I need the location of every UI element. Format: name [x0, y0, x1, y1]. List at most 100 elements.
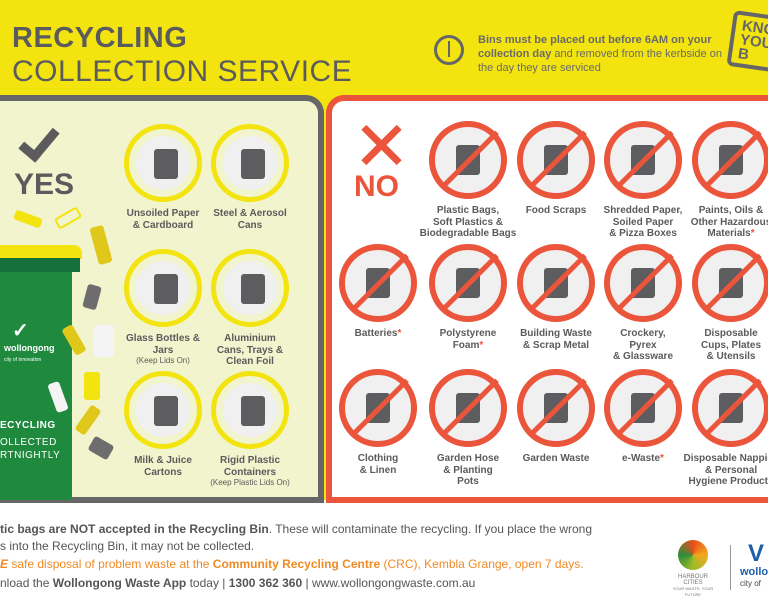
recyclable-item-circle	[124, 371, 202, 449]
not-accepted-item: Garden Waste	[501, 369, 611, 465]
website-link[interactable]: | www.wollongongwaste.com.au	[302, 576, 476, 590]
prohibited-slash-icon	[703, 253, 762, 313]
label-text: Unsoiled Paper & Cardboard	[126, 208, 200, 231]
not-accepted-item-circle	[339, 244, 417, 322]
phone-number: 1300 362 360	[228, 576, 303, 590]
page-title: RECYCLING	[12, 22, 188, 54]
not-accepted-item-label: Disposable Nappies & Personal Hygiene Pr…	[676, 453, 768, 488]
prohibited-slash-icon	[528, 378, 587, 438]
recyclable-item: Steel & Aerosol Cans	[195, 124, 305, 231]
not-accepted-item: Disposable Nappies & Personal Hygiene Pr…	[676, 369, 768, 488]
notice-rest: and removed from the kerbside on the day…	[478, 48, 722, 74]
crc-name: Community Recycling Centre	[212, 557, 381, 571]
prohibited-slash-icon	[350, 378, 409, 438]
not-accepted-item-label: Shredded Paper, Soiled Paper & Pizza Box…	[588, 205, 698, 240]
label-text: Disposable Cups, Plates & Utensils	[700, 328, 762, 362]
prohibited-slash-icon	[703, 130, 762, 190]
prohibited-slash-icon	[615, 130, 674, 190]
wollongong-sub: city of	[740, 579, 761, 588]
footer-text: safe disposal of problem waste at the	[8, 557, 213, 571]
label-text: Paints, Oils & Other Hazardous Materials	[690, 205, 768, 239]
label-text: Milk & Juice Cartons	[134, 455, 192, 478]
not-accepted-item-label: Disposable Cups, Plates & Utensils	[676, 328, 768, 363]
not-accepted-item: Food Scraps	[501, 121, 611, 217]
footer-bold: tic bags are NOT accepted in the Recycli…	[0, 522, 269, 536]
not-accepted-item-label: Batteries*	[323, 328, 433, 340]
label-text: Glass Bottles & Jars	[126, 333, 200, 356]
recyclable-item-label: Rigid Plastic Containers (Keep Plastic Li…	[195, 455, 305, 488]
not-accepted-item-label: Building Waste & Scrap Metal	[501, 328, 611, 351]
not-accepted-item-circle	[604, 121, 682, 199]
flower-logo-icon	[678, 540, 708, 570]
not-accepted-item: Polystyrene Foam*	[413, 244, 523, 351]
not-accepted-item-label: Crockery, Pyrex & Glassware	[588, 328, 698, 363]
recyclable-item-circle	[211, 124, 289, 202]
footer-text: today |	[186, 576, 229, 590]
prohibited-slash-icon	[615, 253, 674, 313]
label-text: Food Scraps	[525, 205, 587, 216]
recyclable-item: Rigid Plastic Containers (Keep Plastic Li…	[195, 371, 305, 488]
not-accepted-item-circle	[692, 244, 768, 322]
bin-wollongong-logo: ✓ wollongong city of innovation	[4, 318, 54, 363]
label-text: Polystyrene Foam	[439, 328, 497, 351]
harbour-cities-sub: YOUR WASTE, YOUR FUTURE	[672, 586, 714, 597]
asterisk: *	[479, 339, 484, 351]
prohibited-slash-icon	[440, 130, 499, 190]
recyclable-item-label: Milk & Juice Cartons	[108, 455, 218, 478]
label-text: Rigid Plastic Containers	[219, 455, 280, 478]
label-text: Steel & Aerosol Cans	[213, 208, 287, 231]
label-text: Batteries	[354, 328, 398, 339]
plastic-bottle-icon	[241, 396, 265, 426]
label-text: Plastic Bags, Soft Plastics & Biodegrada…	[419, 205, 517, 239]
not-accepted-item-circle	[517, 244, 595, 322]
not-accepted-item: Disposable Cups, Plates & Utensils	[676, 244, 768, 363]
yes-heading: YES	[14, 168, 75, 201]
label-text: Crockery, Pyrex & Glassware	[612, 328, 674, 362]
recycling-bin-illustration	[0, 260, 72, 500]
glass-bottle-jar-icon	[154, 274, 178, 304]
milk-carton-icon	[154, 396, 178, 426]
not-accepted-item-circle	[517, 369, 595, 447]
prohibited-slash-icon	[528, 253, 587, 313]
bin-logo-sub: city of innovation	[4, 357, 42, 363]
wollongong-text: wollo	[740, 566, 768, 578]
not-accepted-item-circle	[429, 244, 507, 322]
bin-text-2: OLLECTED	[0, 437, 57, 448]
harbour-cities-logo: HARBOUR CITIES YOUR WASTE, YOUR FUTURE	[668, 540, 718, 598]
not-accepted-item: e-Waste*	[588, 369, 698, 465]
not-accepted-item-circle	[429, 121, 507, 199]
not-accepted-item-label: Paints, Oils & Other Hazardous Materials…	[676, 205, 768, 240]
aerosol-can-icon	[241, 149, 265, 179]
footer-text: nload the	[0, 576, 53, 590]
not-accepted-item-circle	[692, 369, 768, 447]
not-accepted-item: Paints, Oils & Other Hazardous Materials…	[676, 121, 768, 240]
asterisk: *	[750, 228, 755, 239]
label-text: Shredded Paper, Soiled Paper & Pizza Box…	[603, 205, 683, 239]
harbour-cities-text: HARBOUR CITIES	[677, 574, 708, 586]
aerosol-decoration	[84, 372, 100, 400]
not-accepted-item: Plastic Bags, Soft Plastics & Biodegrada…	[413, 121, 523, 240]
label-text: Garden Hose & Planting Pots	[436, 453, 500, 487]
not-accepted-item-label: Garden Waste	[501, 453, 611, 465]
footer-line-2: s into the Recycling Bin, it may not be …	[0, 539, 255, 553]
footer-line-1: tic bags are NOT accepted in the Recycli…	[0, 522, 592, 536]
prohibited-slash-icon	[703, 378, 762, 438]
wollongong-logo-icon: ✓	[12, 320, 29, 342]
recyclable-item: Glass Bottles & Jars (Keep Lids On)	[108, 249, 218, 366]
not-accepted-item-label: Clothing & Linen	[323, 453, 433, 476]
recyclable-item-label: Steel & Aerosol Cans	[195, 208, 305, 231]
not-accepted-item-circle	[604, 244, 682, 322]
not-accepted-item: Garden Hose & Planting Pots	[413, 369, 523, 488]
label-note: (Keep Plastic Lids On)	[210, 478, 290, 487]
bin-text-3: RTNIGHTLY	[0, 450, 61, 461]
not-accepted-item-circle	[429, 369, 507, 447]
not-accepted-item-circle	[692, 121, 768, 199]
recyclable-item-circle	[124, 249, 202, 327]
prohibited-slash-icon	[350, 253, 409, 313]
logo-divider	[730, 545, 731, 590]
clock-icon	[434, 35, 464, 65]
bin-logo-text: wollongong	[4, 343, 55, 353]
bin-text-1: ECYCLING	[0, 420, 56, 431]
prohibited-slash-icon	[528, 130, 587, 190]
footer-em: E	[0, 557, 9, 571]
